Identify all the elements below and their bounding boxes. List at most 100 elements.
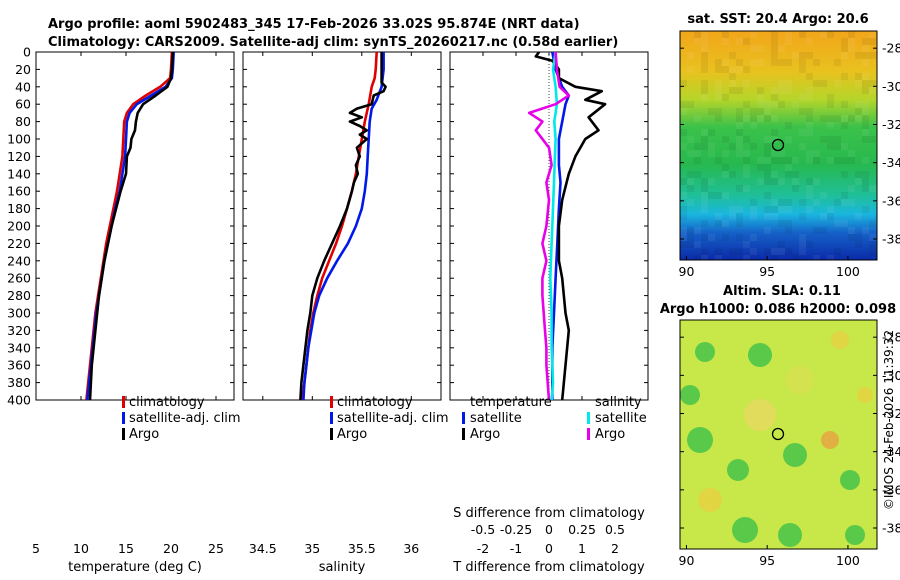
x-tick-label: 2 [611,541,619,556]
difference-series [527,52,607,400]
series-line-argo [88,52,175,400]
title-line-1: Argo profile: aoml 5902483_345 17-Feb-20… [48,17,580,32]
lat-tick-label: -36 [882,193,900,208]
depth-tick-label: 220 [7,236,31,251]
series-line-argo [299,52,387,400]
legend-t-argo-swatch [462,428,465,440]
depth-tick-label: 280 [7,288,31,303]
x-tick-label: -0.5 [471,522,495,537]
depth-tick-label: 260 [7,271,31,286]
legend-s-argo-swatch [587,428,590,440]
lon-tick-label: 100 [836,264,860,279]
title-line-2: Climatology: CARS2009. Satellite-adj cli… [48,35,618,50]
lon-tick-label: 95 [759,553,775,568]
series-line-salinity-satellite [548,52,559,400]
legend-salinity-title: salinity [595,395,642,410]
s-difference-ticks: -0.5 -0.25 0 0.25 0.5 [471,522,625,537]
series-line-satellite-adj-clim [86,52,175,400]
x-tick-label: 35 [304,541,320,556]
sst-map-title: sat. SST: 20.4 Argo: 20.6 [687,12,868,27]
depth-tick-label: 360 [7,358,31,373]
depth-tick-label: 380 [7,375,31,390]
temperature-xlabel: temperature (deg C) [68,560,202,575]
lat-tick-label: -30 [882,79,900,94]
temperature-series [85,52,175,400]
x-tick-label: -0.25 [500,522,532,537]
x-tick-label: 1 [578,541,586,556]
depth-tick-label: 20 [15,62,31,77]
depth-tick-label: 140 [7,166,31,181]
difference-legend-salinity: salinity satellite Argo [587,395,647,442]
depth-tick-label: 320 [7,323,31,338]
temperature-x-axis: 5 10 15 20 25 [32,52,224,556]
legend-argo-label: Argo [337,427,367,442]
depth-tick-label: 200 [7,219,31,234]
legend-t-satellite-swatch [462,412,465,424]
x-tick-label: 34.5 [249,541,277,556]
x-tick-label: 0.5 [605,522,625,537]
lat-tick-label: -38 [882,232,900,247]
x-tick-label: 0 [545,522,553,537]
sla-map-title: Altim. SLA: 0.11 [723,284,841,299]
legend-satellite-label: satellite-adj. clim [337,411,449,426]
sla-argo-location-marker [771,427,785,441]
x-tick-label: -1 [510,541,522,556]
sla-map-image [680,320,877,549]
depth-tick-label: 240 [7,253,31,268]
legend-climatology-swatch [122,396,125,408]
lon-tick-label: 100 [836,553,860,568]
salinity-legend: climatology satellite-adj. clim Argo [330,395,449,442]
lat-tick-label: -34 [882,444,900,459]
legend-s-satellite-label: satellite [595,411,647,426]
sst-map-image [680,31,877,260]
salinity-x-axis: 34.5 35 35.5 36 [249,52,419,556]
depth-tick-label: 80 [15,114,31,129]
series-line-salinity-argo [527,52,571,400]
legend-satellite-label: satellite-adj. clim [129,411,241,426]
sla-map-subtitle: Argo h1000: 0.086 h2000: 0.098 [660,302,896,317]
legend-s-satellite-swatch [587,412,590,424]
lat-tick-label: -28 [882,41,900,56]
lat-tick-label: -34 [882,155,900,170]
legend-s-argo-label: Argo [595,427,625,442]
depth-tick-label: 160 [7,184,31,199]
depth-tick-label: 300 [7,306,31,321]
legend-argo-label: Argo [129,427,159,442]
x-tick-label: -2 [477,541,489,556]
lat-tick-label: -28 [882,330,900,345]
legend-climatology-label: climatology [129,395,205,410]
x-tick-label: 0 [545,541,553,556]
x-tick-label: 25 [208,541,224,556]
x-tick-label: 36 [403,541,419,556]
lat-tick-label: -32 [882,117,900,132]
depth-tick-label: 180 [7,201,31,216]
x-tick-label: 15 [118,541,134,556]
sst-map-frame [679,30,878,261]
x-tick-label: 0.25 [568,522,596,537]
x-tick-label: 5 [32,541,40,556]
legend-t-satellite-label: satellite [470,411,522,426]
depth-tick-label: 340 [7,340,31,355]
legend-climatology-label: climatology [337,395,413,410]
lat-tick-label: -36 [882,482,900,497]
sla-map-axes: -28 -30 -32 -34 -36 -38 90 95 100 [679,330,900,568]
sst-argo-location-marker [771,138,785,152]
lon-tick-label: 90 [679,264,695,279]
legend-argo-swatch [122,428,125,440]
legend-satellite-swatch [330,412,333,424]
imos-credit: ©IMOS 24-Feb-2026 11:39:32 [882,330,896,510]
series-line-temperature-argo [534,52,607,400]
temperature-legend: climatology satellite-adj. clim Argo [122,395,241,442]
lon-tick-label: 95 [759,264,775,279]
x-tick-label: 10 [73,541,89,556]
lat-tick-label: -32 [882,406,900,421]
depth-tick-label: 0 [23,45,31,60]
salinity-xlabel: salinity [319,560,366,575]
legend-satellite-swatch [122,412,125,424]
lon-tick-label: 90 [679,553,695,568]
depth-tick-label: 120 [7,149,31,164]
depth-axis: 0 20 40 60 80 100 120 140 160 180 200 220 240 260 280 3… [7,45,648,408]
difference-legend-temperature: temperature satellite Argo [462,395,552,442]
depth-tick-label: 40 [15,79,31,94]
